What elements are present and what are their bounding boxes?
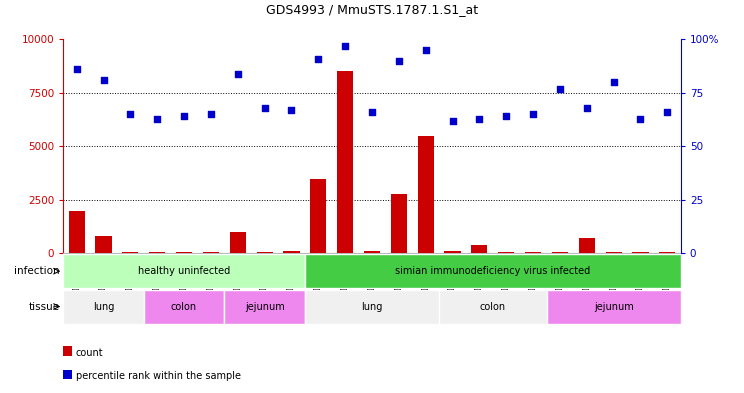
Bar xyxy=(337,72,353,253)
Point xyxy=(527,111,539,118)
Bar xyxy=(68,211,85,253)
Bar xyxy=(552,252,568,253)
Bar xyxy=(579,239,595,253)
Text: infection: infection xyxy=(14,266,60,276)
Point xyxy=(232,70,244,77)
Text: GDS4993 / MmuSTS.1787.1.S1_at: GDS4993 / MmuSTS.1787.1.S1_at xyxy=(266,3,478,16)
Bar xyxy=(283,252,300,253)
Point xyxy=(124,111,136,118)
Point xyxy=(71,66,83,72)
Bar xyxy=(225,290,305,323)
Bar xyxy=(525,252,541,253)
Text: lung: lung xyxy=(362,301,382,312)
Text: jejunum: jejunum xyxy=(594,301,633,312)
Bar xyxy=(498,252,514,253)
Bar xyxy=(364,252,380,253)
Point xyxy=(151,116,163,122)
Bar xyxy=(659,252,676,253)
Text: jejunum: jejunum xyxy=(245,301,284,312)
Text: lung: lung xyxy=(93,301,114,312)
Point xyxy=(178,113,190,119)
Bar xyxy=(310,178,327,253)
Bar xyxy=(391,193,407,253)
Text: colon: colon xyxy=(171,301,197,312)
Point xyxy=(259,105,271,111)
Point xyxy=(312,55,324,62)
Bar xyxy=(472,245,487,253)
Bar xyxy=(176,252,192,253)
Bar xyxy=(203,252,219,253)
Point xyxy=(97,77,109,83)
Bar xyxy=(149,252,165,253)
Point xyxy=(554,85,566,92)
Point xyxy=(608,79,620,85)
Text: percentile rank within the sample: percentile rank within the sample xyxy=(76,371,241,382)
Bar xyxy=(63,254,305,288)
Bar xyxy=(95,236,112,253)
Text: count: count xyxy=(76,348,103,358)
Bar xyxy=(257,252,272,253)
Bar xyxy=(305,254,681,288)
Point xyxy=(446,118,458,124)
Text: colon: colon xyxy=(480,301,506,312)
Bar xyxy=(305,290,439,323)
Bar xyxy=(144,290,225,323)
Point xyxy=(393,57,405,64)
Bar xyxy=(444,252,461,253)
Point xyxy=(635,116,647,122)
Text: tissue: tissue xyxy=(28,301,60,312)
Point xyxy=(473,116,485,122)
Point xyxy=(339,42,351,49)
Point xyxy=(366,109,378,115)
Point xyxy=(286,107,298,113)
Bar xyxy=(632,252,649,253)
Point xyxy=(581,105,593,111)
Text: healthy uninfected: healthy uninfected xyxy=(138,266,230,276)
Bar xyxy=(439,290,547,323)
Bar xyxy=(606,252,622,253)
Text: simian immunodeficiency virus infected: simian immunodeficiency virus infected xyxy=(395,266,591,276)
Bar xyxy=(230,232,246,253)
Bar xyxy=(417,136,434,253)
Bar xyxy=(63,290,144,323)
Bar xyxy=(547,290,681,323)
Point xyxy=(205,111,217,118)
Point xyxy=(661,109,673,115)
Point xyxy=(500,113,512,119)
Bar xyxy=(122,252,138,253)
Point xyxy=(420,47,432,53)
